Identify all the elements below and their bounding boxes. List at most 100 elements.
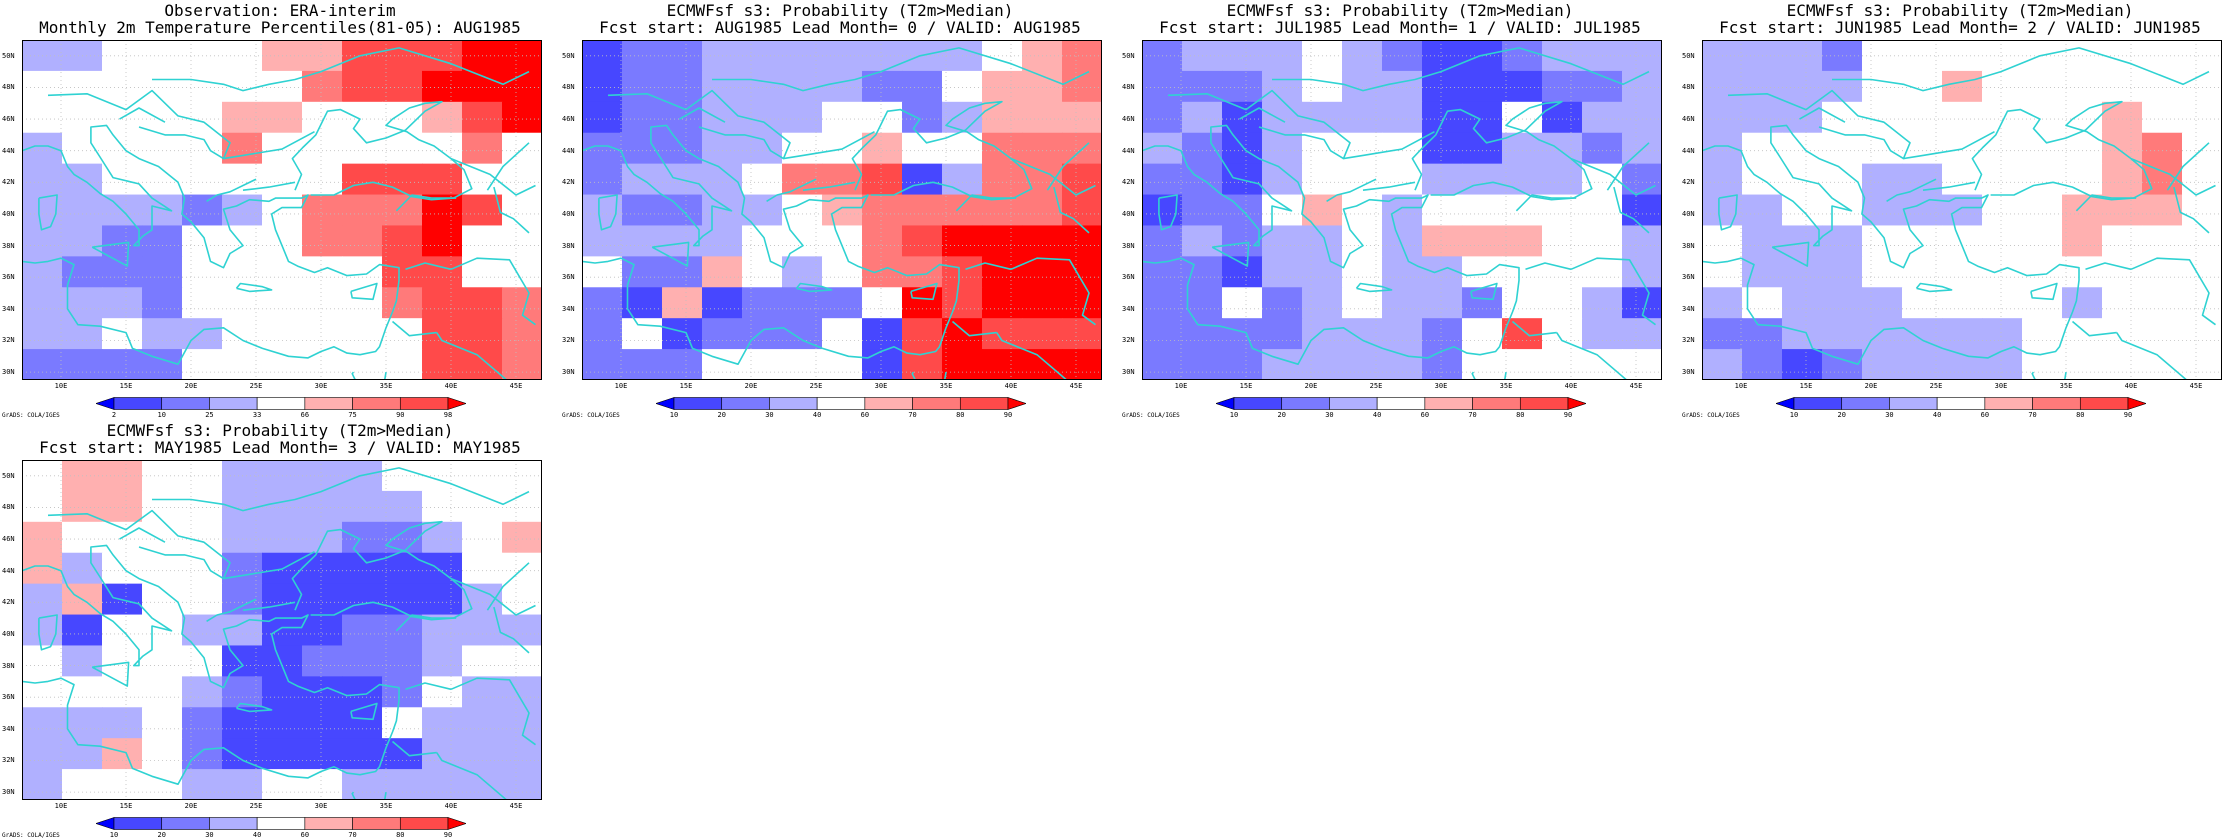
grid-cell xyxy=(1982,349,2023,380)
coastline xyxy=(235,702,273,713)
latitude-tick-label: 40N xyxy=(1682,209,1695,218)
grid-cell xyxy=(2182,318,2222,350)
grid-cell xyxy=(302,318,343,350)
longitude-tick-label: 25E xyxy=(249,802,263,810)
grid-cell xyxy=(1862,287,1903,319)
grid-cell xyxy=(1142,287,1183,319)
grid-cell xyxy=(462,256,503,288)
grid-cell xyxy=(1742,349,1783,380)
latitude-tick-label: 46N xyxy=(562,115,575,124)
grid-cell xyxy=(142,256,183,288)
colorbar-tick-label: 60 xyxy=(300,831,310,839)
colorbar-tick-label: 80 xyxy=(396,831,405,839)
colorbar-tick-label: 10 xyxy=(669,411,679,419)
grid-cell xyxy=(1582,256,1623,288)
grid-cell xyxy=(982,256,1023,288)
grid-cell xyxy=(22,318,63,350)
coastline xyxy=(2085,262,2132,271)
grid-cell xyxy=(22,645,63,677)
map-plot-area xyxy=(582,40,1102,380)
grid-cell xyxy=(1502,318,1543,350)
grid-cell xyxy=(502,101,542,134)
coastline xyxy=(351,791,387,800)
coastline xyxy=(22,124,400,366)
longitude-tick-label: 35E xyxy=(379,382,393,390)
grid-cell xyxy=(662,132,703,165)
coastline xyxy=(712,47,1090,92)
grid-cell xyxy=(422,676,463,708)
coastline xyxy=(1971,100,2153,201)
colorbar-tick-label: 10 xyxy=(109,831,119,839)
latitude-tick-label: 42N xyxy=(2,598,15,607)
grid-cell xyxy=(422,521,463,554)
grid-cell xyxy=(342,583,383,616)
grid-cell xyxy=(862,70,903,103)
grid-cell xyxy=(1302,256,1343,288)
coastline xyxy=(1158,194,1178,231)
grid-cell xyxy=(462,707,503,739)
map-frame xyxy=(22,40,542,380)
grid-cell xyxy=(1422,101,1463,134)
grid-cell xyxy=(1502,287,1543,319)
grid-cell xyxy=(422,490,463,523)
latitude-tick-label: 44N xyxy=(1122,146,1135,155)
grid-cell xyxy=(1382,318,1423,350)
grid-cell xyxy=(342,194,383,227)
grid-cell xyxy=(182,225,223,257)
coastline xyxy=(1515,194,1577,212)
colorbar-swatch xyxy=(959,397,1009,410)
colorbar-swatch xyxy=(96,817,115,830)
grid-cell xyxy=(1302,132,1343,165)
grid-cell xyxy=(1702,256,1743,288)
grid-cell xyxy=(1782,70,1823,103)
grid-cell xyxy=(1742,194,1783,227)
grid-cell xyxy=(102,645,143,677)
grid-cell xyxy=(2142,287,2183,319)
grid-cell xyxy=(1822,70,1863,103)
latitude-tick-label: 48N xyxy=(1682,83,1695,92)
coastline xyxy=(1362,181,1416,191)
grid-cell xyxy=(382,194,423,227)
grid-cell xyxy=(742,101,783,134)
grid-cell xyxy=(102,676,143,708)
grid-cell xyxy=(1582,287,1623,319)
grid-cell xyxy=(942,287,983,319)
grid-cell xyxy=(1742,225,1783,257)
grid-cell xyxy=(1262,225,1303,257)
grid-cell xyxy=(1262,287,1303,319)
grid-cell xyxy=(382,676,423,708)
grid-cell xyxy=(182,194,223,227)
latitude-tick-label: 48N xyxy=(2,83,15,92)
grid-cell xyxy=(1182,101,1223,134)
grid-cell xyxy=(1182,132,1223,165)
grid-cell xyxy=(62,769,103,800)
grid-cell xyxy=(262,101,303,134)
latitude-tick-label: 34N xyxy=(2,304,15,313)
coastline xyxy=(679,107,726,123)
latitude-tick-label: 38N xyxy=(1682,241,1695,250)
latitude-tick-label: 30N xyxy=(1122,368,1135,377)
grid-cell xyxy=(302,738,343,770)
grid-cell xyxy=(822,287,863,319)
grid-cell xyxy=(1262,163,1303,196)
grid-cell xyxy=(1542,225,1583,257)
grid-cell xyxy=(302,521,343,554)
grid-cell xyxy=(462,676,503,708)
grid-cell xyxy=(942,194,983,227)
colorbar-tick-label: 80 xyxy=(1516,411,1525,419)
colorbar-swatch xyxy=(256,817,306,830)
colorbar-tick-label: 80 xyxy=(2076,411,2085,419)
colorbar-swatch xyxy=(1007,397,1026,410)
colorbar-swatch xyxy=(721,397,770,410)
latitude-tick-label: 36N xyxy=(2,693,15,702)
grid-cell xyxy=(462,194,503,227)
grid-cell xyxy=(502,707,542,739)
colorbar-swatch xyxy=(1329,397,1378,410)
grid-cell xyxy=(1022,132,1063,165)
grid-cell xyxy=(1382,101,1423,134)
coastline xyxy=(1570,257,1656,326)
coastline xyxy=(607,89,875,160)
colorbar-swatch xyxy=(769,397,818,410)
grid-cell xyxy=(2062,194,2103,227)
grid-cell xyxy=(1502,194,1543,227)
